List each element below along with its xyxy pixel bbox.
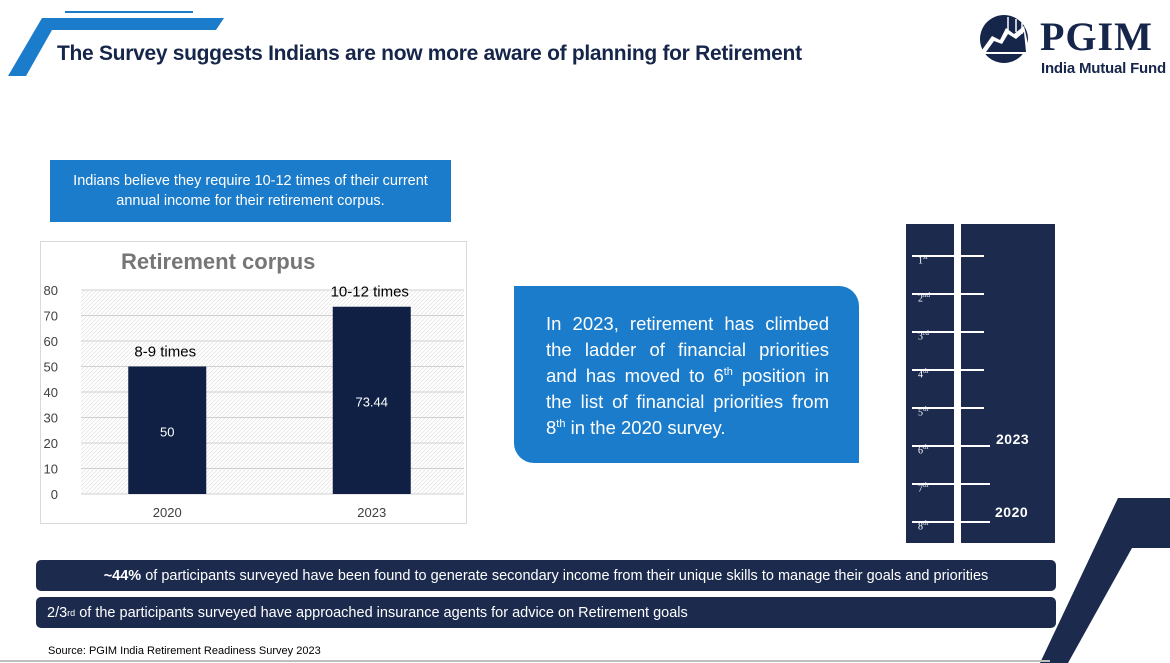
y-tick-label: 30 xyxy=(44,411,58,426)
strip2-text: of the participants surveyed have approa… xyxy=(75,604,688,621)
header-accent-line xyxy=(65,11,193,13)
callout-text-3: in the 2020 survey. xyxy=(565,417,726,438)
data-label-2020: 50 xyxy=(160,424,174,439)
rank-suffix: th xyxy=(923,519,929,527)
y-tick-label: 70 xyxy=(44,309,58,324)
retirement-corpus-chart: Retirement corpus 0 10 20 30 40 50 60 70 80 50 8-9… xyxy=(40,241,467,524)
rank-number: 2 xyxy=(918,293,923,305)
chart-title: Retirement corpus xyxy=(121,249,315,274)
year-2023-label: 2023 xyxy=(996,431,1030,447)
strip1-text: of participants surveyed have been found… xyxy=(141,567,989,584)
strip2-num: 2/3 xyxy=(47,604,68,621)
rank-number: 4 xyxy=(918,369,923,381)
brand-name: PGIM xyxy=(1040,14,1153,59)
ladder-rung-5 xyxy=(912,407,984,409)
corner-chevron xyxy=(1040,498,1170,663)
x-tick-label: 2023 xyxy=(357,505,386,520)
rank-suffix: th xyxy=(923,367,929,375)
info-box-text: Indians believe they require 10-12 times… xyxy=(73,173,428,209)
bar-2023 xyxy=(332,306,411,494)
y-tick-label: 20 xyxy=(44,436,58,451)
ladder-rank-label: 4th xyxy=(918,367,928,380)
rank-suffix: th xyxy=(923,405,929,413)
info-box: Indians believe they require 10-12 times… xyxy=(50,160,451,222)
ladder-rung-6 xyxy=(912,445,990,447)
callout-text-1: In 2023, retirement has climbed the ladd… xyxy=(546,313,829,386)
y-tick-label: 10 xyxy=(44,462,58,477)
strip2-sup: rd xyxy=(67,607,76,618)
ladder-rank-label: 2nd xyxy=(918,291,930,304)
year-2020-label: 2020 xyxy=(995,504,1029,520)
y-tick-label: 60 xyxy=(44,334,58,349)
ladder-rank-label: 1st xyxy=(918,253,928,266)
y-tick-label: 50 xyxy=(44,360,58,375)
ladder-rank-label: 6th xyxy=(918,443,928,456)
ladder-rung-4 xyxy=(912,369,984,371)
x-tick-label: 2020 xyxy=(153,505,182,520)
ladder-pole xyxy=(954,224,961,543)
ladder-rung-7 xyxy=(912,483,990,485)
data-label-2023: 73.44 xyxy=(355,394,388,409)
rank-number: 7 xyxy=(918,483,923,495)
ladder-rung-8 xyxy=(912,521,990,523)
rank-suffix: st xyxy=(923,253,928,261)
ladder-rung-1 xyxy=(912,255,984,257)
annotation-2023: 10-12 times xyxy=(331,284,409,301)
source-note: Source: PGIM India Retirement Readiness … xyxy=(48,645,321,657)
insight-strip-secondary-income: ~44% of participants surveyed have been … xyxy=(36,560,1056,591)
strip1-bold: ~44% xyxy=(103,567,142,584)
y-tick-label: 0 xyxy=(51,487,58,502)
footer-divider xyxy=(0,660,1050,662)
rank-number: 5 xyxy=(918,407,923,419)
chart-canvas: Retirement corpus 0 10 20 30 40 50 60 70 80 50 8-9… xyxy=(44,249,464,520)
annotation-2020: 8-9 times xyxy=(134,344,196,361)
rank-number: 1 xyxy=(918,255,923,267)
page-title: The Survey suggests Indians are now more… xyxy=(57,42,802,65)
y-tick-label: 80 xyxy=(44,283,58,298)
rank-number: 6 xyxy=(918,445,923,457)
brand-subtitle: India Mutual Fund xyxy=(1041,60,1166,77)
ladder-rank-label: 3rd xyxy=(918,329,929,342)
ladder-rank-label: 5th xyxy=(918,405,928,418)
callout-sup-1: th xyxy=(723,365,733,378)
y-tick-label: 40 xyxy=(44,385,58,400)
priority-callout: In 2023, retirement has climbed the ladd… xyxy=(514,286,859,463)
rank-suffix: rd xyxy=(923,329,929,337)
rank-suffix: th xyxy=(923,481,929,489)
rank-suffix: th xyxy=(923,443,929,451)
ladder-rank-label: 7th xyxy=(918,481,928,494)
insight-strip-insurance-agents: 2/3 rd of the participants surveyed have … xyxy=(36,597,1056,628)
callout-text-2: position in the list of financial priori… xyxy=(546,365,830,438)
callout-sup-2: th xyxy=(556,417,566,430)
ladder-rank-label: 8th xyxy=(918,519,928,532)
ladder-rung-2 xyxy=(912,293,984,295)
priority-ladder: 1st 2nd 3rd 4th 5th 6th 7th 8th 2023 2020 xyxy=(906,224,1055,543)
rank-number: 8 xyxy=(918,521,923,533)
pgim-rock-logo-icon xyxy=(980,15,1028,63)
rank-suffix: nd xyxy=(923,291,930,299)
header-stripe xyxy=(8,18,224,76)
rank-number: 3 xyxy=(918,331,923,343)
ladder-rung-3 xyxy=(912,331,984,333)
bar-2020 xyxy=(128,366,207,494)
